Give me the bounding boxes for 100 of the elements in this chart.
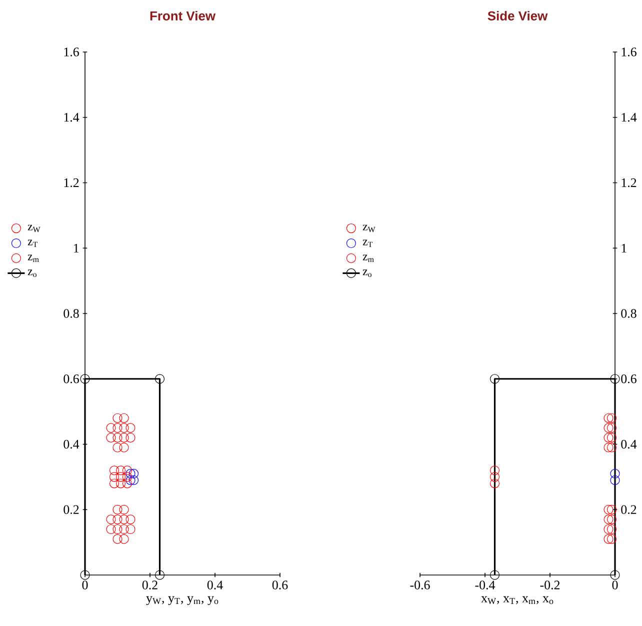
point [128,475,139,485]
point [126,468,136,478]
x-tick-label: -0.4 [475,580,496,590]
point [126,524,136,534]
point [116,466,126,476]
y-tick-label: 0.2 [64,505,79,514]
legend-label: z$_{o}$ [362,270,372,278]
point [106,423,116,433]
x-tick-label: -0.2 [540,580,560,590]
y-tick-label: 1.2 [622,178,636,188]
point [119,504,129,514]
point [128,468,139,478]
y-tick-label: 0.6 [621,374,636,384]
legend-label: z$_{o}$ [28,270,36,278]
point [119,413,129,423]
x-tick-label: 0 [612,580,618,590]
y-tick-label: 0.4 [64,440,80,449]
y-tick-label: 1 [622,244,626,252]
legend-label: z$_{T}$ [362,240,373,248]
point [126,423,136,433]
y-tick-label: 1.2 [64,178,79,188]
point [116,478,126,488]
point [126,475,136,485]
y-tick-label: 0.8 [64,309,79,318]
point [604,413,614,423]
point [610,374,620,384]
point [490,570,500,580]
point [606,534,617,544]
point [604,432,614,442]
x-axis-title: y$_{W}$, y$_{T}$, y$_{m}$, y$_{o}$ [146,596,218,606]
point [112,413,122,423]
point [490,472,500,482]
point [606,442,617,452]
y-tick-label: 1 [74,244,79,252]
x-tick-label: 0.2 [142,580,158,590]
x-tick-label: 0.4 [207,580,223,590]
point [80,374,90,384]
point [119,534,129,544]
y-tick-label: 0.8 [621,309,636,318]
point [126,514,136,524]
chart-title: Side View [488,10,548,20]
point [606,524,617,534]
point [604,534,614,544]
point [604,442,614,452]
point [122,466,132,476]
x-tick-label: -0.6 [410,580,430,590]
point [112,514,122,524]
point [109,472,120,482]
point [490,374,500,384]
point [112,504,122,514]
y-tick-label: 0.2 [621,505,636,514]
point [112,524,122,534]
point [606,514,617,524]
point [604,514,614,524]
point [119,524,129,534]
point [106,514,116,524]
x-tick-label: 0 [82,580,88,590]
legend-label: z$_{T}$ [28,240,38,248]
y-tick-label: 1.4 [622,113,637,122]
point [490,478,500,488]
point [112,534,122,544]
point [126,432,136,442]
point [109,466,120,476]
point [119,514,129,524]
chart-title: Front View [150,10,216,20]
point [122,472,132,482]
y-tick-label: 0.4 [621,440,637,449]
y-tick-label: 1.6 [64,48,79,56]
point [604,423,614,433]
point [604,524,614,534]
legend-label: z$_{W}$ [28,224,40,232]
legend-label: z$_{m}$ [28,254,39,262]
point [112,442,122,452]
point [606,423,617,433]
legend-label: z$_{m}$ [362,254,374,262]
point [606,432,617,442]
point [119,432,129,442]
point [154,570,165,580]
point [154,374,165,384]
point [606,413,617,423]
point [610,475,620,485]
point [604,504,614,514]
point [119,442,129,452]
point [606,504,617,514]
x-axis-title: x$_{W}$, x$_{T}$, x$_{m}$, x$_{o}$ [481,596,554,604]
point [112,423,122,433]
y-tick-label: 1.4 [64,113,80,122]
point [80,570,90,580]
point [610,468,620,478]
x-tick-label: 0.6 [272,580,288,590]
point [112,432,122,442]
point [490,466,500,476]
legend-label: z$_{W}$ [362,224,376,232]
y-tick-label: 0.6 [64,374,79,384]
point [109,478,120,488]
y-tick-label: 1.6 [622,48,636,56]
point [610,570,620,580]
point [122,478,132,488]
point [106,432,116,442]
point [106,524,116,534]
